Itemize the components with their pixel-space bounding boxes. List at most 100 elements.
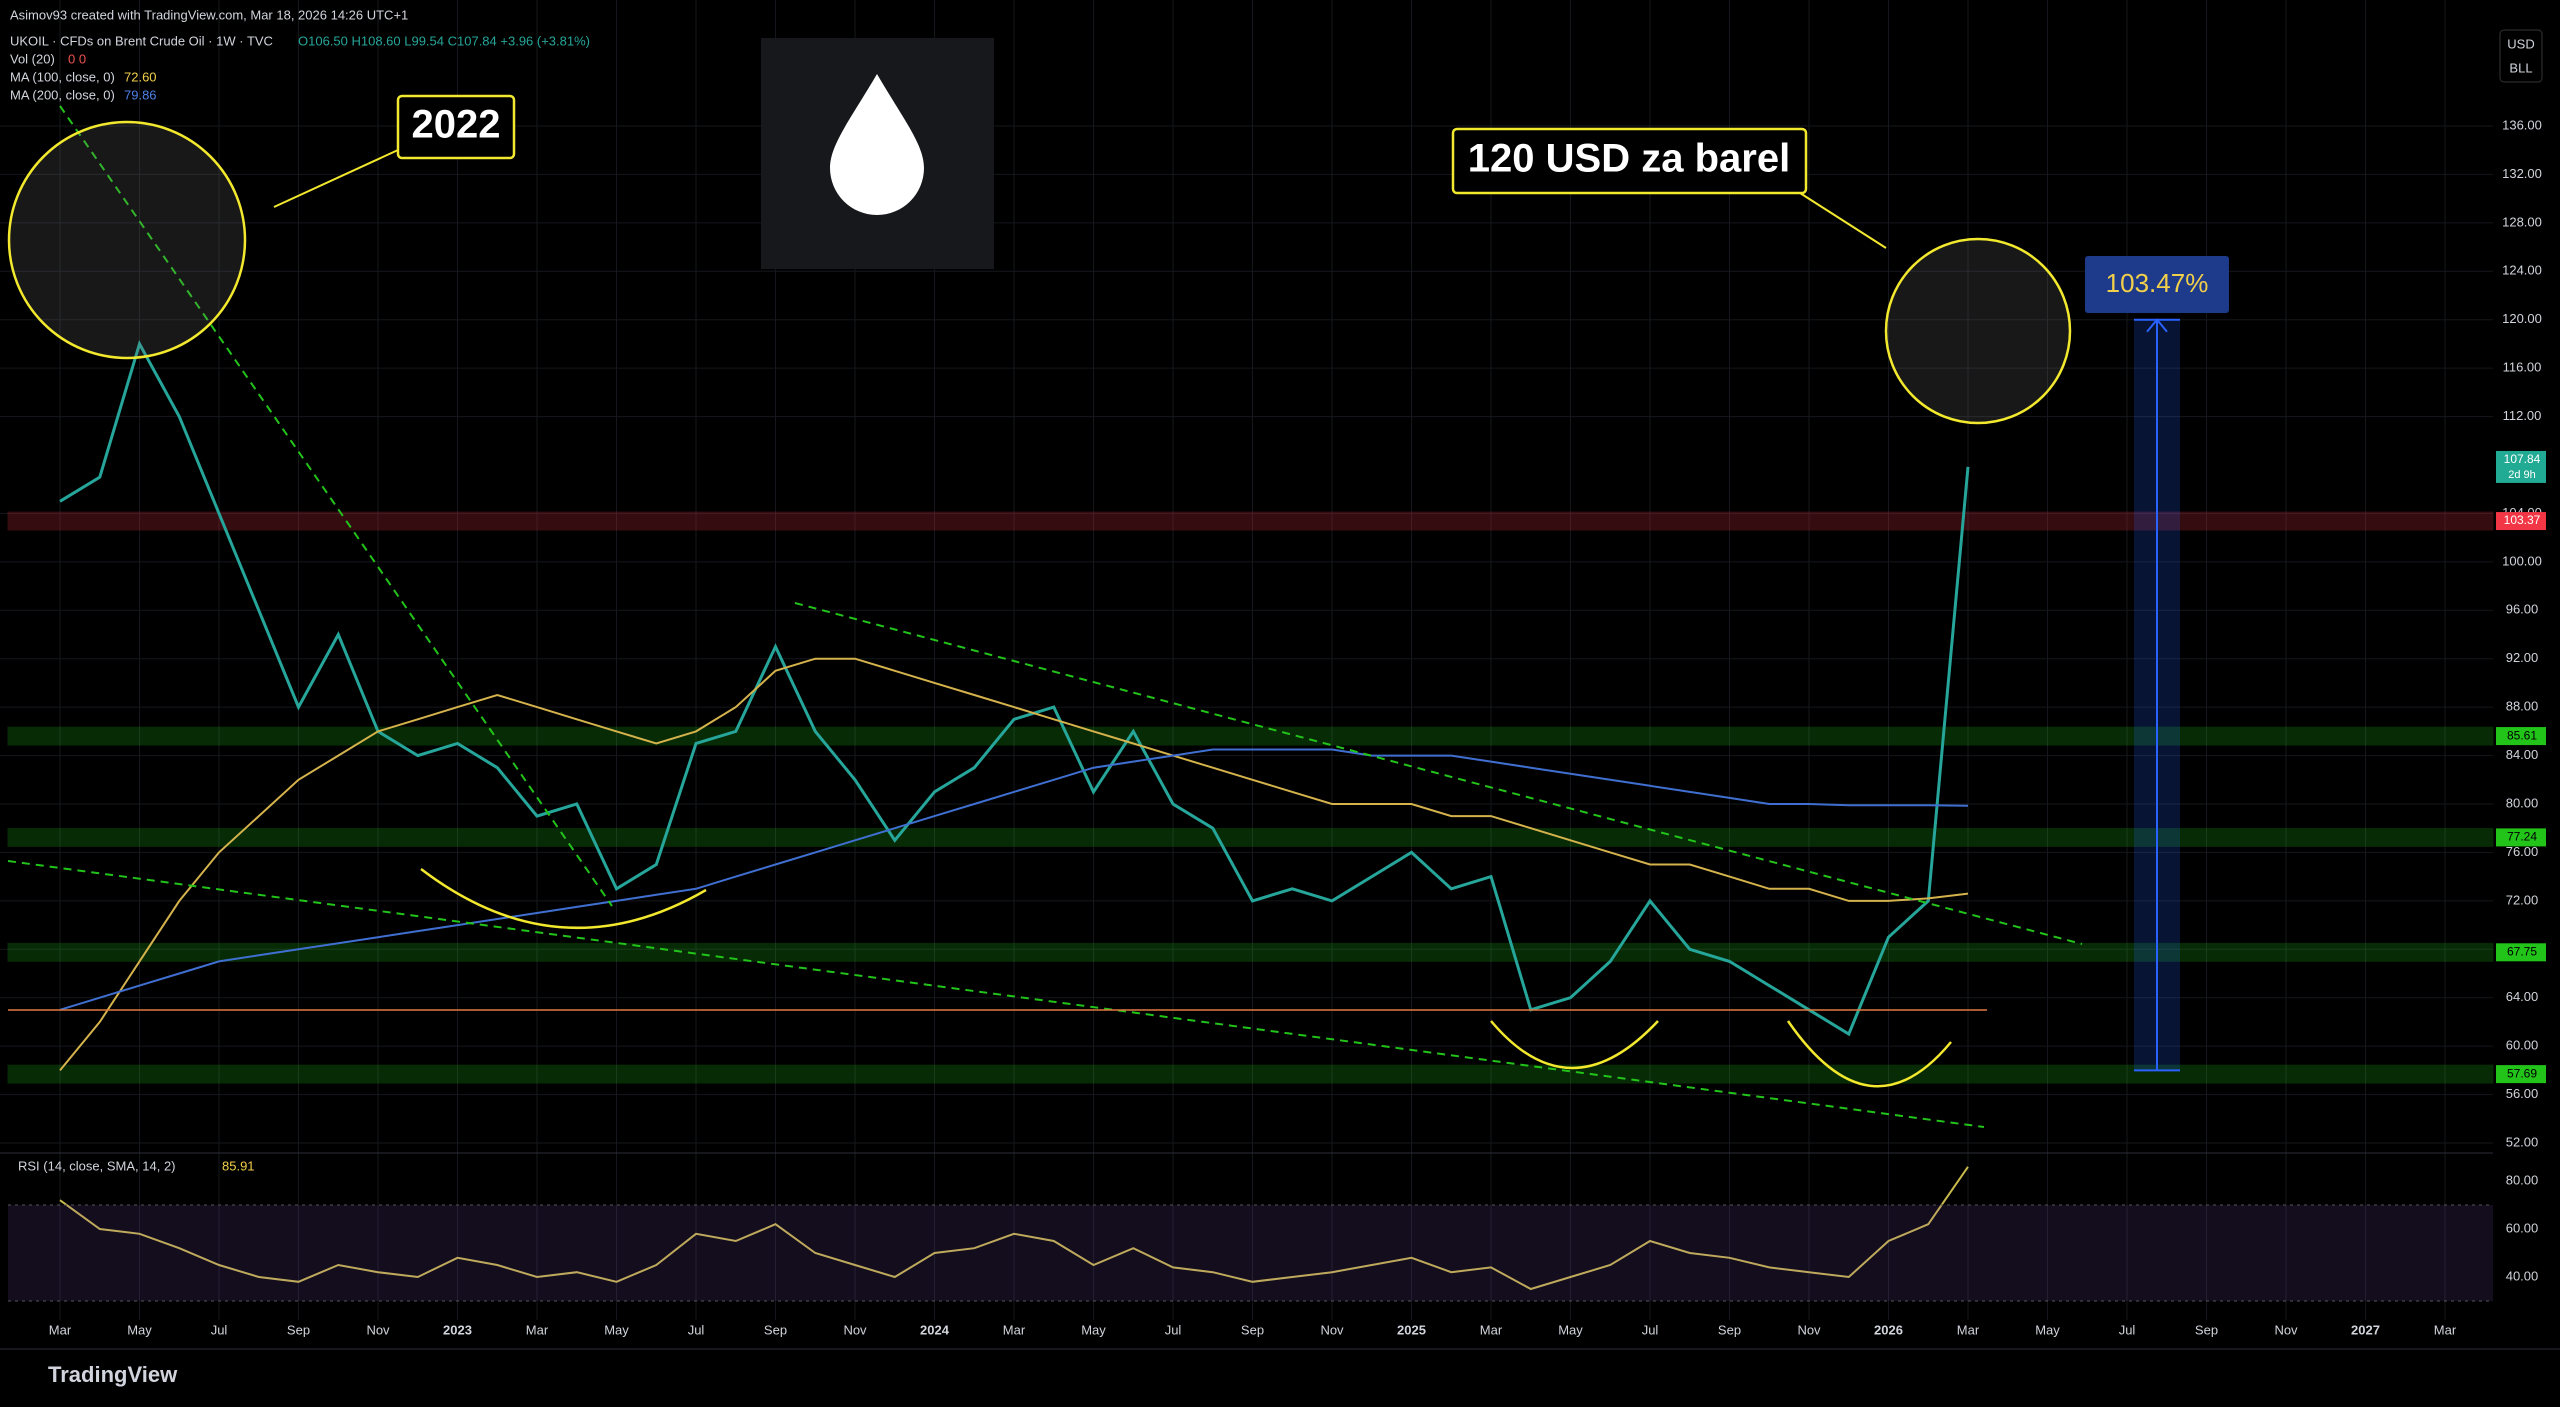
highlight-circle <box>7 120 247 360</box>
measure-label-box <box>2085 256 2229 313</box>
last-price: 107.84 <box>2504 452 2541 466</box>
zone <box>7 827 2494 847</box>
rsi-tick-label: 60.00 <box>2506 1220 2539 1235</box>
y-tick-label: 136.00 <box>2502 117 2542 132</box>
y-tick-label: 112.00 <box>2503 408 2542 423</box>
ohlc: O106.50 H108.60 L99.54 C107.84 +3.96 (+3… <box>298 33 590 48</box>
x-tick-label: Sep <box>2195 1322 2218 1337</box>
x-tick-label: Jul <box>1165 1322 1182 1337</box>
ma-line <box>59 748 1969 1011</box>
credit: Asimov93 created with TradingView.com, M… <box>10 7 408 22</box>
x-tick-label: May <box>1081 1322 1106 1337</box>
rsi-tick-label: 80.00 <box>2506 1172 2539 1187</box>
countdown: 2d 9h <box>2508 469 2536 481</box>
x-tick-label: May <box>127 1322 152 1337</box>
zone <box>7 726 2494 746</box>
measure-arrowhead <box>2146 318 2168 333</box>
x-tick-label: Sep <box>287 1322 310 1337</box>
x-tick-label: Nov <box>843 1322 867 1337</box>
x-tick-label: Mar <box>1957 1322 1980 1337</box>
callout-pointer <box>1799 192 1887 249</box>
x-tick-label: Nov <box>366 1322 390 1337</box>
indicator-value: 72.60 <box>124 69 157 84</box>
y-tick-label: 124.00 <box>2502 263 2542 278</box>
rsi-value: 85.91 <box>222 1158 255 1173</box>
pattern-arcs <box>420 868 1952 1088</box>
trend-lines <box>7 105 2083 1128</box>
y-tick-label: 96.00 <box>2506 602 2539 617</box>
x-tick-label: Sep <box>1718 1322 1741 1337</box>
oil-drop-icon <box>830 74 924 215</box>
x-tick-label: Sep <box>764 1322 787 1337</box>
y-tick-label: 52.00 <box>2506 1134 2539 1149</box>
x-tick-label: May <box>1558 1322 1583 1337</box>
x-tick-label: Jul <box>1642 1322 1659 1337</box>
brand: TradingView <box>48 1362 178 1387</box>
x-tick-label: Sep <box>1241 1322 1264 1337</box>
indicator: MA (200, close, 0) <box>10 87 115 102</box>
ma-line <box>59 657 1969 1072</box>
x-tick-label: Jul <box>211 1322 228 1337</box>
x-tick-label: Nov <box>1320 1322 1344 1337</box>
rsi-band <box>8 1205 2493 1301</box>
y-tick-label: 56.00 <box>2506 1086 2539 1101</box>
y-tick-label: 88.00 <box>2506 699 2539 714</box>
indicator-value: 0 0 <box>68 51 86 66</box>
price-label: 103.37 <box>2504 513 2541 527</box>
price-label-box <box>2496 1065 2546 1084</box>
highlight-circle <box>1884 237 2072 425</box>
rsi-tick-label: 40.00 <box>2506 1268 2539 1283</box>
price-label-box <box>2496 828 2546 847</box>
x-tick-label: 2027 <box>2351 1322 2380 1337</box>
x-tick-label: Mar <box>526 1322 549 1337</box>
price-label: 85.61 <box>2507 728 2537 742</box>
indicator-value: 79.86 <box>124 87 157 102</box>
rsi-line <box>59 1166 1969 1291</box>
callout-box <box>1451 127 1808 195</box>
indicator: MA (100, close, 0) <box>10 69 115 84</box>
rsi-title: RSI (14, close, SMA, 14, 2) <box>18 1158 176 1173</box>
y-tick-label: 80.00 <box>2506 795 2539 810</box>
zone <box>7 511 2494 531</box>
x-tick-label: Mar <box>1480 1322 1503 1337</box>
x-tick-label: Mar <box>2434 1322 2457 1337</box>
y-tick-label: 132.00 <box>2502 166 2542 181</box>
y-tick-label: 116.00 <box>2503 360 2542 375</box>
x-tick-label: Mar <box>49 1322 72 1337</box>
x-tick-label: Nov <box>2274 1322 2298 1337</box>
price-label-box <box>2496 512 2546 531</box>
unit: BLL <box>2509 60 2532 75</box>
y-tick-label: 120.00 <box>2502 311 2542 326</box>
y-tick-label: 84.00 <box>2506 747 2539 762</box>
zone <box>7 1064 2494 1084</box>
zone <box>7 942 2494 962</box>
x-tick-label: 2024 <box>920 1322 950 1337</box>
price-label-box <box>2496 943 2546 962</box>
x-tick-label: Mar <box>1003 1322 1026 1337</box>
y-tick-label: 60.00 <box>2506 1038 2539 1053</box>
callout-box <box>396 94 516 160</box>
price-label: 57.69 <box>2507 1066 2537 1080</box>
y-tick-label: 72.00 <box>2506 892 2539 907</box>
price-label-box <box>2496 727 2546 746</box>
measure-label: 103.47% <box>2106 268 2209 298</box>
y-tick-label: 100.00 <box>2502 553 2542 568</box>
indicator: Vol (20) <box>10 51 55 66</box>
x-tick-label: Jul <box>688 1322 705 1337</box>
currency-box[interactable] <box>2499 29 2543 83</box>
y-tick-label: 92.00 <box>2506 650 2539 665</box>
y-tick-label: 76.00 <box>2506 844 2539 859</box>
x-tick-label: May <box>2035 1322 2060 1337</box>
y-tick-label: 64.00 <box>2506 989 2539 1004</box>
x-tick-label: Nov <box>1797 1322 1821 1337</box>
x-tick-label: May <box>604 1322 629 1337</box>
y-tick-label: 128.00 <box>2502 214 2542 229</box>
x-tick-label: 2025 <box>1397 1322 1426 1337</box>
callout-text: 2022 <box>412 103 501 147</box>
last-price-box <box>2496 450 2546 483</box>
callout-text: 120 USD za barel <box>1468 137 1790 181</box>
price-label: 67.75 <box>2507 944 2537 958</box>
